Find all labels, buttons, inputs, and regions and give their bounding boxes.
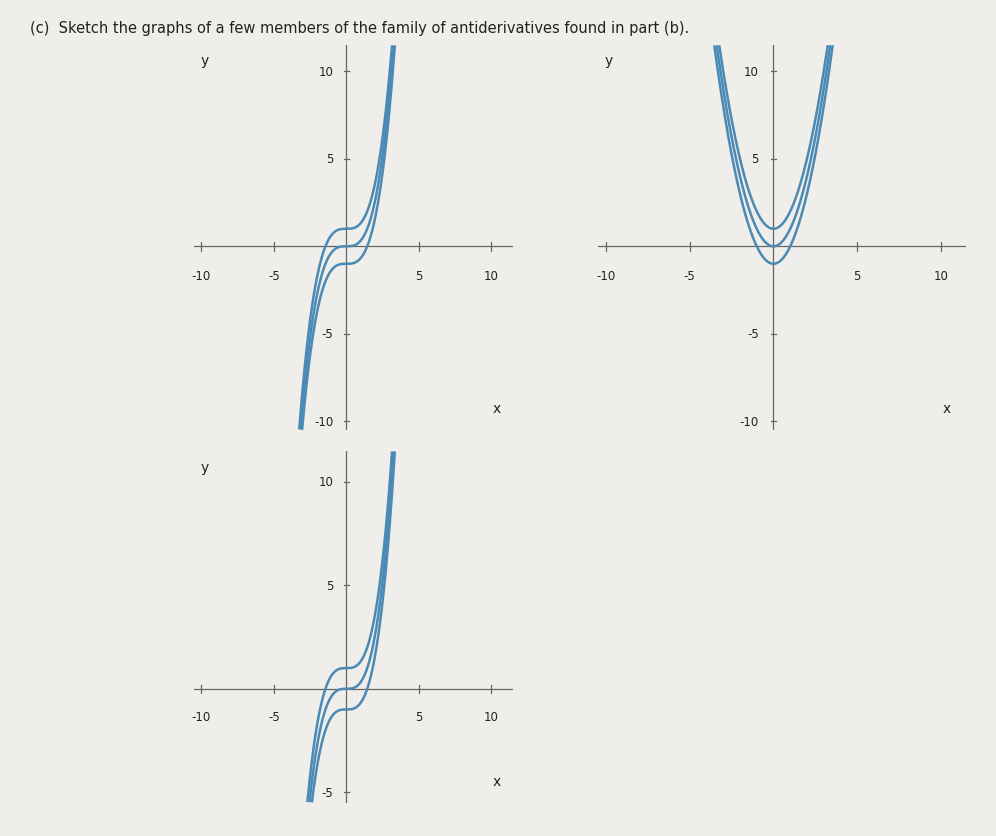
Text: y: y [200, 54, 209, 68]
Text: -5: -5 [747, 328, 759, 341]
Text: -10: -10 [597, 270, 616, 283]
Text: -10: -10 [315, 415, 334, 428]
Text: 5: 5 [327, 153, 334, 166]
Text: y: y [605, 54, 614, 68]
Text: y: y [200, 461, 209, 475]
Text: -5: -5 [322, 786, 334, 798]
Text: 10: 10 [484, 710, 499, 723]
Text: -5: -5 [322, 328, 334, 341]
Text: 10: 10 [319, 66, 334, 79]
Text: 10: 10 [319, 476, 334, 489]
Text: 10: 10 [933, 270, 948, 283]
Text: -10: -10 [739, 415, 759, 428]
Text: x: x [493, 774, 501, 788]
Text: 5: 5 [415, 710, 422, 723]
Text: 5: 5 [854, 270, 861, 283]
Text: -5: -5 [684, 270, 695, 283]
Text: -10: -10 [192, 270, 211, 283]
Text: 5: 5 [751, 153, 759, 166]
Text: (c)  Sketch the graphs of a few members of the family of antiderivatives found i: (c) Sketch the graphs of a few members o… [30, 21, 689, 36]
Text: -5: -5 [268, 270, 280, 283]
Text: -10: -10 [192, 710, 211, 723]
Text: 5: 5 [327, 579, 334, 592]
Text: x: x [943, 401, 951, 415]
Text: x: x [493, 401, 501, 415]
Text: -5: -5 [268, 710, 280, 723]
Text: 10: 10 [484, 270, 499, 283]
Text: 10: 10 [744, 66, 759, 79]
Text: 5: 5 [415, 270, 422, 283]
